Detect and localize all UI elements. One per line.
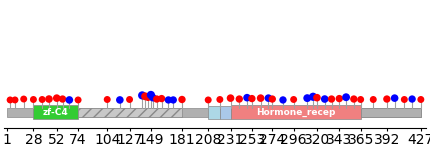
Point <box>236 98 243 100</box>
Point <box>144 96 151 98</box>
Point <box>7 99 14 101</box>
Point <box>350 98 357 100</box>
Point <box>154 98 160 100</box>
Point <box>158 97 165 100</box>
Point <box>39 98 46 101</box>
Point <box>384 98 390 100</box>
Point <box>165 99 172 101</box>
Point <box>216 98 223 101</box>
Point <box>370 98 377 101</box>
Point <box>321 98 328 100</box>
Point <box>20 98 27 100</box>
Point <box>66 99 73 101</box>
Point <box>310 96 316 98</box>
Point <box>269 98 276 100</box>
Point <box>59 98 66 100</box>
Point <box>408 98 415 100</box>
Bar <box>220 106 230 119</box>
Point <box>178 98 185 101</box>
Bar <box>34 105 78 119</box>
Point <box>257 97 264 99</box>
Point <box>418 98 424 101</box>
Point <box>117 99 123 101</box>
Point <box>336 97 343 100</box>
Point <box>147 94 154 96</box>
Point <box>170 99 177 101</box>
Point <box>141 95 148 98</box>
Point <box>244 96 251 99</box>
Point <box>401 98 408 101</box>
Point <box>290 98 297 101</box>
Point <box>12 99 18 101</box>
Text: Hormone_recep: Hormone_recep <box>256 108 335 117</box>
Point <box>304 97 311 99</box>
Point <box>328 98 335 100</box>
Point <box>313 96 320 99</box>
Point <box>343 96 350 98</box>
Bar <box>361 108 421 117</box>
Text: zf-C4: zf-C4 <box>43 108 69 117</box>
Point <box>53 97 60 99</box>
Point <box>149 96 156 99</box>
Point <box>391 97 398 99</box>
Point <box>139 94 146 97</box>
Point <box>104 98 111 101</box>
Point <box>249 97 255 100</box>
Bar <box>208 106 220 119</box>
Point <box>280 99 286 101</box>
Point <box>227 97 234 99</box>
Bar <box>78 108 182 117</box>
Point <box>205 99 212 101</box>
Point <box>265 97 272 99</box>
Point <box>46 98 52 100</box>
Point <box>126 98 133 101</box>
Bar <box>230 105 361 119</box>
Point <box>30 98 37 101</box>
Point <box>357 98 364 101</box>
Bar <box>7 108 421 117</box>
Point <box>75 99 82 101</box>
